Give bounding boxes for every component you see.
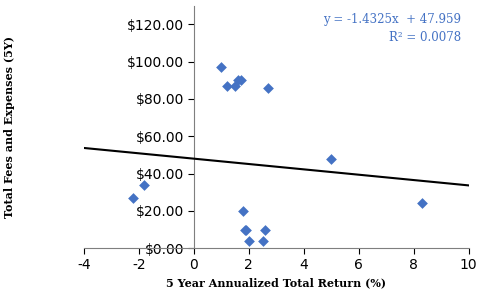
Point bbox=[129, 196, 137, 200]
Point bbox=[242, 227, 250, 232]
Point bbox=[237, 78, 244, 83]
Point bbox=[217, 65, 225, 69]
Point bbox=[418, 201, 426, 206]
Point bbox=[264, 85, 272, 90]
Point bbox=[241, 227, 249, 232]
Point bbox=[223, 83, 231, 88]
Point bbox=[240, 208, 247, 213]
Point bbox=[141, 182, 148, 187]
Point bbox=[327, 156, 335, 161]
Text: y = -1.4325x  + 47.959
R² = 0.0078: y = -1.4325x + 47.959 R² = 0.0078 bbox=[323, 13, 461, 44]
Point bbox=[245, 238, 253, 243]
Point bbox=[259, 238, 267, 243]
Point bbox=[231, 83, 239, 88]
X-axis label: 5 Year Annualized Total Return (%): 5 Year Annualized Total Return (%) bbox=[166, 278, 386, 288]
Y-axis label: Total Fees and Expenses (5Y): Total Fees and Expenses (5Y) bbox=[4, 36, 14, 218]
Point bbox=[261, 227, 269, 232]
Point bbox=[234, 78, 242, 83]
